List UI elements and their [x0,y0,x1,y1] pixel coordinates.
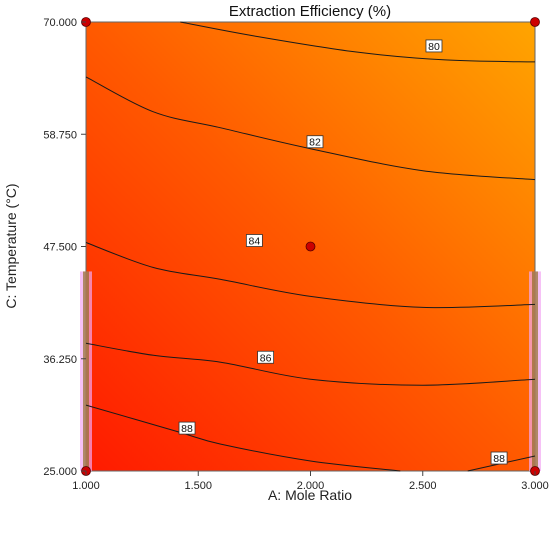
range-bar-core-1 [83,271,89,471]
contour-label-80: 80 [428,41,440,53]
contour-label-box-5 [178,421,196,435]
contour-line-80-1 [180,21,536,63]
y-axis-title: C: Temperature (°C) [3,183,19,308]
contour-label-box-1 [425,39,443,53]
contour-label-box-3 [245,234,263,247]
y-tick-label-3: 47.500 [43,242,77,254]
x-tick-label-3: 2.000 [297,480,325,492]
contour-label-box-2 [306,135,324,149]
y-tick-label-1: 25.000 [43,466,77,478]
y-tick-label-4: 58.750 [43,129,77,141]
chart-title: Extraction Efficiency (%) [229,3,391,20]
design-point-2 [530,17,540,27]
x-axis-title: A: Mole Ratio [268,487,352,503]
y-axis: 25.000 36.250 47.500 58.750 70.000 [43,17,86,478]
contour-label-88: 88 [493,453,505,465]
contour-label-box-6 [490,451,508,465]
range-bar-core-2 [532,271,538,471]
contour-line-82-2 [85,76,536,181]
range-bars [80,271,541,471]
contour-label-86: 86 [260,352,272,364]
contour-label-84: 84 [249,236,261,248]
contour-labels: 80 82 84 86 88 88 [178,39,508,465]
contour-line-86-4 [85,342,536,386]
x-tick-label-1: 1.000 [72,480,100,492]
x-tick-label-4: 2.500 [409,480,437,492]
x-tick-label-5: 3.000 [521,480,549,492]
x-axis: 1.000 1.500 2.000 2.500 3.000 [72,471,549,492]
design-point-3 [305,241,316,252]
contour-label-82: 82 [309,137,321,149]
y-tick-label-2: 36.250 [43,354,77,366]
design-points [81,17,540,476]
x-tick-label-2: 1.500 [184,480,212,492]
contour-label-88: 88 [181,423,193,435]
contour-line-84-3 [85,242,536,309]
contour-label-box-4 [257,350,275,364]
contour-line-88-5 [85,404,401,472]
y-tick-label-5: 70.000 [43,17,77,29]
